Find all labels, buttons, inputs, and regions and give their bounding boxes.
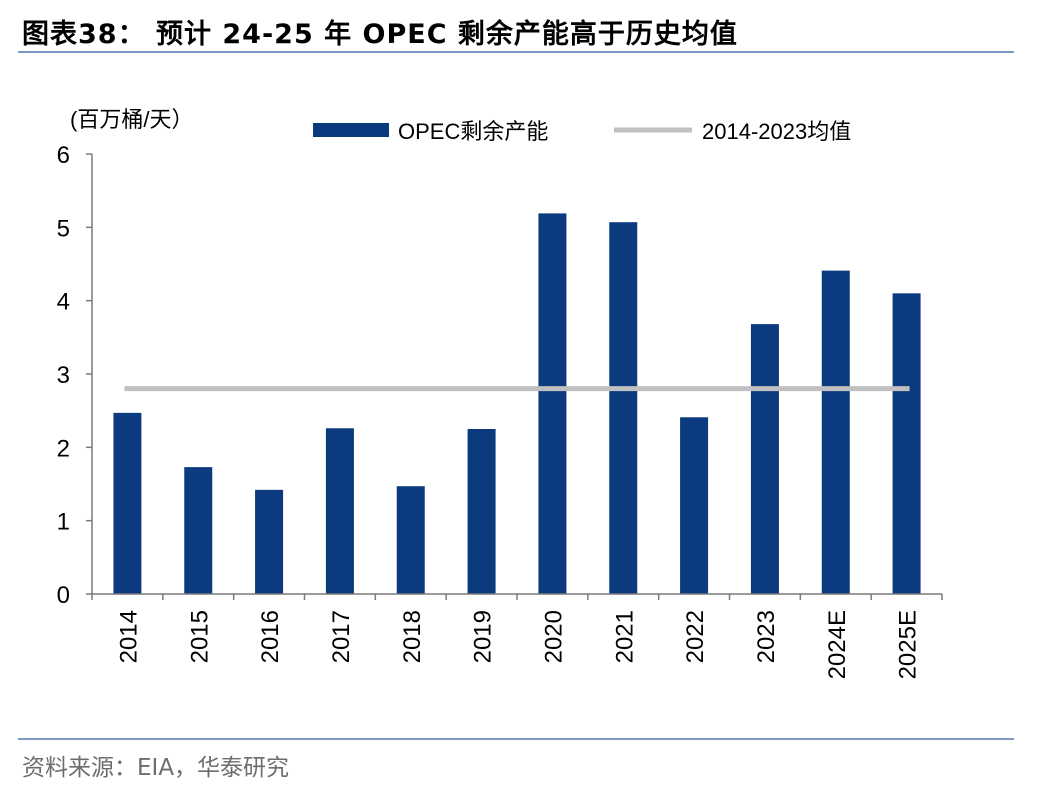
y-tick-label: 6 [57, 142, 70, 169]
x-tick-label: 2020 [540, 610, 567, 663]
x-tick-label: 2024E [824, 610, 851, 679]
x-tick-label: 2015 [186, 610, 213, 663]
x-tick-label: 2014 [115, 610, 142, 663]
bar-2014 [113, 412, 142, 594]
y-tick-label: 3 [57, 362, 70, 389]
bar-2025E [892, 293, 921, 594]
y-tick-label: 0 [57, 582, 70, 609]
y-tick-label: 5 [57, 215, 70, 242]
legend: OPEC剩余产能 2014-2023均值 [313, 119, 851, 144]
bar-2023 [750, 324, 779, 594]
x-tick-label: 2023 [753, 610, 780, 663]
x-axis-labels: 2014 2015 2016 2017 2018 2019 2020 2021 2022 2023… [115, 610, 921, 679]
bar-2015 [184, 467, 213, 594]
bar-2020 [538, 213, 567, 594]
title-divider [18, 51, 1014, 53]
x-tick-label: 2022 [682, 610, 709, 663]
bar-2019 [467, 429, 496, 594]
x-tick-label: 2019 [470, 610, 497, 663]
legend-bar-swatch [313, 123, 389, 137]
bar-2016 [255, 489, 284, 594]
y-axis-ticks: 0 1 2 3 4 5 6 [57, 142, 92, 609]
bar-2024E [821, 270, 850, 594]
x-tick-label: 2018 [399, 610, 426, 663]
y-tick-label: 1 [57, 509, 70, 536]
bar-2022 [680, 417, 709, 594]
legend-line-label: 2014-2023均值 [702, 119, 851, 144]
y-tick-label: 2 [57, 435, 70, 462]
bars [113, 213, 921, 594]
legend-bar-label: OPEC剩余产能 [398, 119, 548, 144]
x-tick-label: 2021 [611, 610, 638, 663]
axes [91, 154, 943, 600]
y-axis-unit-label: (百万桶/天） [70, 107, 193, 132]
bar-2018 [396, 486, 425, 594]
source-divider [18, 738, 1014, 740]
x-tick-label: 2025E [895, 610, 922, 679]
bar-2021 [609, 222, 638, 594]
y-tick-label: 4 [57, 289, 70, 316]
x-tick-label: 2017 [328, 610, 355, 663]
figure-title: 图表38： 预计 24-25 年 OPEC 剩余产能高于历史均值 [22, 19, 738, 50]
bar-2017 [325, 428, 354, 594]
x-tick-label: 2016 [257, 610, 284, 663]
source-note: 资料来源：EIA，华泰研究 [22, 755, 290, 781]
